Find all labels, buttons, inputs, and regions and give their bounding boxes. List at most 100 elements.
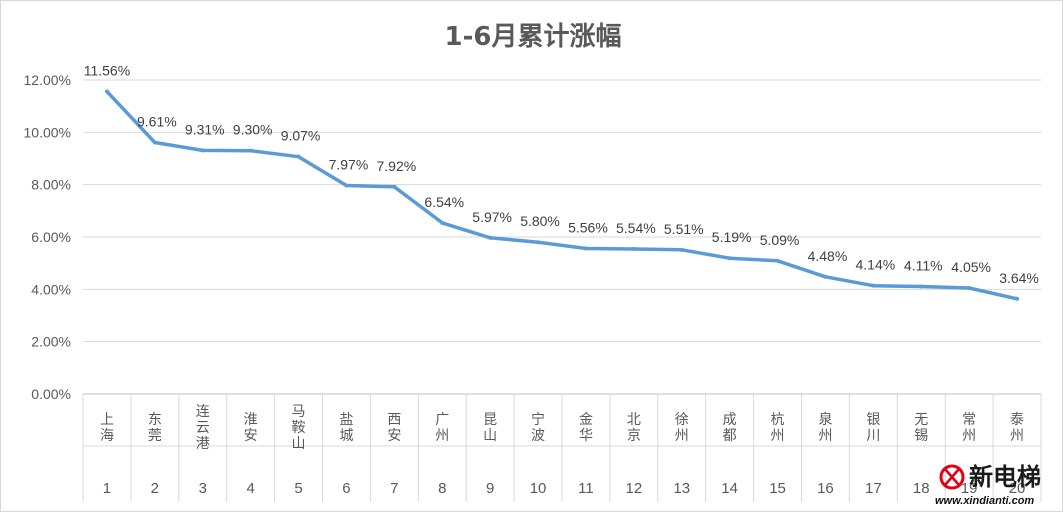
- data-point: [152, 140, 157, 145]
- category-index-label: 12: [626, 480, 643, 497]
- category-index-label: 2: [151, 480, 159, 497]
- category-city-label: 马鞍山: [292, 404, 306, 452]
- data-point: [200, 148, 205, 153]
- category-index-label: 9: [486, 480, 494, 497]
- category-index-label: 17: [865, 480, 882, 497]
- category-index-label: 1: [103, 480, 111, 497]
- category-index-label: 5: [294, 480, 302, 497]
- category-city-label: 杭州: [771, 412, 785, 444]
- data-point: [536, 240, 541, 245]
- watermark-url: www.xindianti.com: [935, 495, 1034, 507]
- data-label: 5.09%: [760, 232, 800, 248]
- data-label: 4.05%: [951, 259, 991, 275]
- category-index-label: 7: [390, 480, 398, 497]
- y-tick-label: 10.00%: [24, 124, 71, 140]
- y-tick-label: 0.00%: [31, 386, 71, 402]
- category-city-label: 西安: [387, 412, 401, 444]
- data-label: 9.61%: [137, 114, 177, 130]
- data-point: [967, 286, 972, 291]
- category-axis-labels: 上海 1 东莞 2 连云港 3 淮安 4 马鞍山 5 盐城 6 西安 7 广州 8 昆山 9 宁波 10 金华 11 北京 1…: [100, 404, 1025, 497]
- axis-layer: 0.00% 2.00% 4.00% 6.00% 8.00% 10.00% 12.00%: [24, 72, 1042, 502]
- data-label: 7.97%: [329, 156, 369, 172]
- category-index-label: 3: [199, 480, 207, 497]
- data-point: [919, 284, 924, 289]
- category-index-label: 6: [342, 480, 350, 497]
- watermark-logo: 新电梯 www.xindianti.com: [935, 463, 1041, 507]
- watermark-name: 新电梯: [969, 463, 1041, 491]
- data-label: 5.80%: [520, 213, 560, 229]
- logo-icon: [939, 464, 965, 490]
- category-index-label: 15: [769, 480, 786, 497]
- y-tick-label: 12.00%: [24, 72, 71, 88]
- data-label-layer: 11.56% 9.61% 9.31% 9.30% 9.07% 7.97% 7.92% 6.54…: [84, 63, 1039, 286]
- data-point: [1015, 296, 1020, 301]
- data-label: 7.92%: [376, 158, 416, 174]
- y-tick-label: 4.00%: [31, 281, 71, 297]
- category-city-label: 淮安: [244, 412, 258, 444]
- series-layer: [104, 89, 1020, 301]
- data-label: 5.54%: [616, 220, 656, 236]
- category-city-label: 盐城: [339, 412, 353, 444]
- data-label: 6.54%: [424, 194, 464, 210]
- data-label: 4.48%: [808, 248, 848, 264]
- data-label: 3.64%: [999, 270, 1039, 286]
- category-index-label: 4: [246, 480, 254, 497]
- data-point: [679, 247, 684, 252]
- category-index-label: 18: [913, 480, 930, 497]
- category-index-label: 20: [1009, 480, 1026, 497]
- data-point: [583, 246, 588, 251]
- category-city-label: 成都: [723, 412, 737, 444]
- data-label: 5.56%: [568, 220, 608, 236]
- category-index-label: 11: [578, 480, 594, 497]
- category-city-label: 广州: [435, 412, 449, 444]
- series-line: [105, 89, 1019, 301]
- data-point: [488, 235, 493, 240]
- category-index-label: 19: [961, 480, 978, 497]
- category-index-label: 8: [438, 480, 446, 497]
- data-label: 5.19%: [712, 229, 752, 245]
- category-city-label: 银川: [866, 412, 880, 444]
- category-city-label: 常州: [962, 412, 976, 444]
- data-label: 5.97%: [472, 209, 512, 225]
- data-label: 9.07%: [281, 128, 321, 144]
- category-city-label: 连云港: [196, 404, 210, 452]
- data-point: [871, 283, 876, 288]
- category-city-label: 无锡: [914, 412, 928, 444]
- data-label: 5.51%: [664, 221, 704, 237]
- data-point: [296, 154, 301, 159]
- category-city-label: 上海: [100, 412, 114, 444]
- data-label: 4.14%: [855, 257, 895, 273]
- category-city-label: 徐州: [675, 412, 689, 444]
- category-index-label: 14: [721, 480, 738, 497]
- category-city-label: 泉州: [818, 411, 832, 444]
- data-point: [775, 258, 780, 263]
- data-point: [631, 247, 636, 252]
- category-city-label: 昆山: [483, 412, 497, 444]
- grid-layer: [83, 79, 1041, 343]
- data-point: [248, 148, 253, 153]
- category-index-label: 13: [673, 480, 690, 497]
- category-index-label: 16: [817, 480, 834, 497]
- y-tick-label: 2.00%: [31, 334, 71, 350]
- category-city-label: 金华: [579, 412, 593, 444]
- category-index-label: 10: [530, 480, 547, 497]
- data-point: [440, 220, 445, 225]
- data-point: [344, 183, 349, 188]
- category-city-label: 东莞: [148, 412, 162, 444]
- category-city-label: 宁波: [531, 411, 545, 444]
- data-point: [392, 184, 397, 189]
- data-label: 4.11%: [904, 257, 943, 273]
- data-point: [823, 274, 828, 279]
- data-label: 9.31%: [185, 121, 225, 137]
- data-point: [727, 256, 732, 261]
- data-label: 11.56%: [84, 63, 130, 79]
- data-point: [104, 89, 109, 94]
- category-city-label: 北京: [627, 412, 641, 444]
- y-tick-label: 8.00%: [31, 177, 71, 193]
- category-city-label: 泰州: [1010, 412, 1024, 444]
- chart-title: 1-6月累计涨幅: [445, 22, 622, 52]
- y-tick-label: 6.00%: [31, 229, 71, 245]
- data-label: 9.30%: [233, 122, 273, 138]
